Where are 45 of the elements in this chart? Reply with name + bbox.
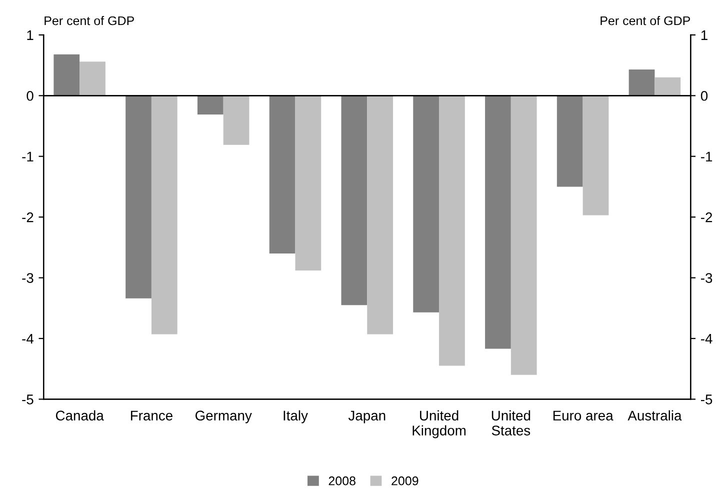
bar (197, 96, 224, 114)
y2-tick-label: 0 (700, 90, 708, 101)
y2-tick-label: -5 (700, 394, 712, 404)
bar (556, 96, 583, 187)
bar (654, 77, 681, 96)
y2-tick-label: -4 (700, 334, 712, 344)
x-tick-label: United Kingdom (412, 410, 466, 438)
bar (126, 96, 152, 298)
y-tick-label: 0 (26, 90, 34, 101)
bar (485, 96, 511, 349)
bar (439, 96, 465, 366)
y-tick-label: -3 (22, 273, 34, 283)
bar (223, 96, 250, 145)
x-tick-label: Euro area (553, 410, 614, 421)
x-tick-label: Japan (348, 410, 386, 424)
y-tick-label: -2 (22, 212, 34, 222)
bar (295, 96, 322, 270)
bar (54, 54, 80, 96)
x-tick-label: France (130, 410, 172, 421)
x-tick-label: Germany (195, 410, 252, 424)
y-tick-label: -5 (22, 394, 34, 404)
bar (510, 96, 537, 375)
x-tick-label: Australia (628, 410, 682, 421)
y2-tick-label: -1 (700, 152, 712, 162)
bar (80, 62, 106, 96)
y-tick-label: -1 (22, 152, 34, 162)
bar (367, 96, 394, 334)
x-tick-label: United States (492, 410, 530, 436)
legend-label: 2008 (328, 476, 356, 486)
x-tick-label: Italy (284, 410, 308, 424)
y2-axis-title: Per cent of GDP (600, 16, 690, 26)
x-tick-label: Canada (56, 410, 104, 421)
y2-tick-label: -3 (700, 273, 712, 283)
y2-tick-label: -2 (700, 212, 712, 222)
bar (628, 70, 655, 96)
y-tick-label: -4 (22, 334, 34, 344)
y2-tick-label: 1 (701, 30, 708, 40)
bar (151, 96, 178, 334)
bar (413, 96, 440, 312)
bar (582, 96, 609, 216)
bar (341, 96, 368, 306)
y-tick-label: 1 (27, 30, 34, 40)
y-axis-title: Per cent of GDP (44, 16, 134, 26)
legend-label: 2009 (392, 476, 418, 486)
bar (269, 96, 296, 254)
